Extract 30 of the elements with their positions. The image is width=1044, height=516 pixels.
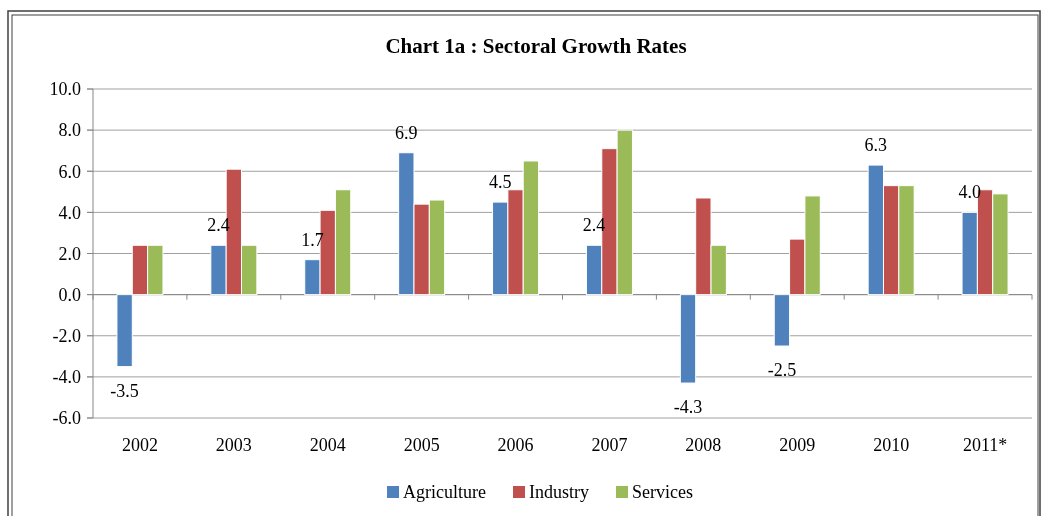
data-label: -2.5: [767, 360, 797, 381]
x-tick-label: 2006: [497, 435, 534, 455]
x-tick-label: 2005: [403, 435, 440, 455]
x-tick-label: 2003: [215, 435, 252, 455]
y-tick-label: 6.0: [58, 161, 81, 182]
legend-label: Industry: [529, 482, 589, 503]
data-label: -4.3: [673, 397, 703, 418]
x-tick-label: 2002: [121, 435, 158, 455]
data-label: 6.3: [864, 135, 888, 156]
x-tick-label: 2007: [591, 435, 628, 455]
data-label: 6.9: [395, 122, 418, 143]
y-tick-label: -2.0: [52, 326, 81, 347]
y-tick-label: 2.0: [58, 243, 81, 264]
y-tick-label: 4.0: [58, 202, 81, 223]
legend-label: Services: [631, 482, 693, 503]
data-label: 4.5: [488, 172, 512, 193]
x-tick-label: 2011*: [962, 435, 1008, 455]
legend-label: Agriculture: [403, 482, 487, 503]
y-tick-label: -6.0: [52, 408, 81, 429]
chart-title: Chart 1a : Sectoral Growth Rates: [385, 34, 687, 58]
y-tick-label: 8.0: [58, 120, 81, 141]
data-label: 4.0: [958, 182, 981, 203]
x-tick-label: 2009: [779, 435, 816, 455]
y-tick-label: -4.0: [52, 367, 81, 388]
x-tick-label: 2004: [309, 435, 346, 455]
x-tick-label: 2010: [873, 435, 910, 455]
x-tick-label: 2008: [685, 435, 722, 455]
data-label: -3.5: [110, 380, 139, 401]
y-tick-label: 10.0: [49, 79, 81, 100]
y-tick-label: 0.0: [58, 284, 81, 305]
